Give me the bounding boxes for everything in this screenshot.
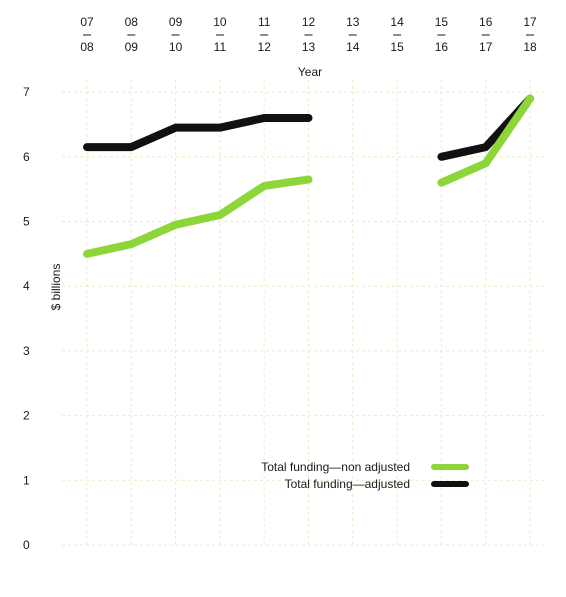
x-tick-label-top: 13: [346, 15, 360, 29]
legend-label: Total funding—adjusted: [285, 477, 410, 491]
x-tick-label-top: 10: [213, 15, 227, 29]
x-tick-label-top: 08: [125, 15, 139, 29]
x-tick: 12 13: [302, 15, 316, 54]
y-axis: 0 1 2 3 4 5 6 7: [23, 85, 30, 552]
x-tick: 14 15: [390, 15, 404, 54]
x-tick-label-top: 16: [479, 15, 493, 29]
x-tick-label-bottom: 13: [302, 40, 316, 54]
y-tick-label: 0: [23, 538, 30, 552]
legend: Total funding—non adjusted Total funding—…: [261, 460, 469, 491]
series-line: [83, 113, 313, 152]
x-tick-label-bottom: 15: [390, 40, 404, 54]
series-lines: [83, 94, 534, 258]
y-tick-label: 3: [23, 344, 30, 358]
x-tick: 09 10: [169, 15, 183, 54]
legend-item: Total funding—adjusted: [285, 477, 469, 491]
x-tick-label-top: 07: [80, 15, 94, 29]
y-tick-label: 4: [23, 279, 30, 293]
x-axis: 0708080909101011111212131314141515161617…: [80, 15, 537, 54]
series-line: [437, 94, 534, 187]
legend-item: Total funding—non adjusted: [261, 460, 469, 474]
series-line: [83, 175, 313, 258]
x-tick-label-top: 15: [435, 15, 449, 29]
y-tick-label: 1: [23, 473, 30, 487]
x-tick-label-bottom: 09: [125, 40, 139, 54]
x-tick-label-top: 09: [169, 15, 183, 29]
x-tick-label-top: 17: [523, 15, 537, 29]
x-tick-label-bottom: 12: [258, 40, 272, 54]
series-line: [437, 94, 534, 161]
x-axis-label: Year: [298, 65, 322, 79]
grid: [62, 80, 545, 546]
y-tick-label: 5: [23, 215, 30, 229]
x-tick-label-bottom: 14: [346, 40, 360, 54]
x-tick-label-bottom: 18: [523, 40, 537, 54]
x-tick-label-bottom: 16: [435, 40, 449, 54]
x-tick: 11 12: [258, 15, 272, 54]
y-tick-label: 2: [23, 409, 30, 423]
x-tick-label-top: 12: [302, 15, 316, 29]
x-tick: 07 08: [80, 15, 94, 54]
x-tick-label-bottom: 08: [80, 40, 94, 54]
x-tick: 10 11: [213, 15, 227, 54]
y-axis-label: $ billions: [49, 264, 63, 311]
x-tick-label-top: 11: [258, 15, 271, 29]
x-tick-label-bottom: 17: [479, 40, 493, 54]
x-tick-label-bottom: 10: [169, 40, 183, 54]
x-tick-label-top: 14: [390, 15, 404, 29]
y-tick-label: 6: [23, 150, 30, 164]
x-tick-label-bottom: 11: [214, 40, 227, 54]
x-tick: 08 09: [125, 15, 139, 54]
x-tick: 13 14: [346, 15, 360, 54]
y-tick-label: 7: [23, 85, 30, 99]
series: [83, 94, 534, 258]
legend-label: Total funding—non adjusted: [261, 460, 410, 474]
